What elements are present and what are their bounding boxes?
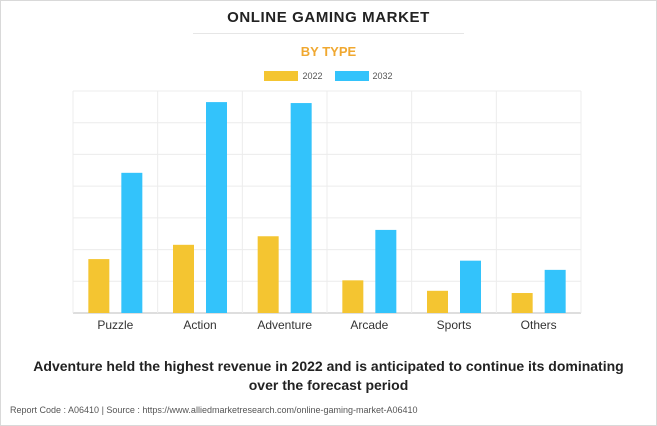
bar-adventure-2022[interactable]	[257, 236, 279, 313]
chart-caption: Adventure held the highest revenue in 20…	[33, 358, 624, 393]
bar-sports-2032[interactable]	[460, 260, 481, 313]
bar-arcade-2032[interactable]	[375, 229, 397, 313]
report-footer: Report Code : A06410 | Source : https://…	[10, 405, 418, 415]
title-divider	[193, 33, 464, 34]
bar-action-2022[interactable]	[173, 244, 194, 313]
bar-action-2032[interactable]	[206, 102, 227, 313]
legend-swatch-2022	[264, 71, 299, 81]
legend-label-2022: 2022	[302, 71, 323, 81]
x-tick-label-action: Action	[183, 318, 216, 332]
x-tick-label-puzzle: Puzzle	[97, 318, 133, 332]
legend-swatch-2032	[334, 71, 369, 81]
legend: 2022 2032	[0, 71, 657, 81]
x-tick-label-others: Others	[521, 318, 557, 332]
legend-item-2032[interactable]: 2032	[334, 71, 393, 81]
legend-item-2022[interactable]: 2022	[264, 71, 323, 81]
bar-sports-2022[interactable]	[427, 290, 448, 313]
chart-title: ONLINE GAMING MARKET	[227, 9, 430, 26]
x-tick-label-sports: Sports	[437, 318, 472, 332]
x-tick-label-arcade: Arcade	[350, 318, 388, 332]
bar-adventure-2032[interactable]	[290, 103, 312, 314]
bar-puzzle-2032[interactable]	[121, 172, 143, 313]
legend-label-2032: 2032	[372, 71, 393, 81]
bar-others-2022[interactable]	[511, 293, 533, 313]
bar-arcade-2022[interactable]	[342, 280, 364, 313]
bar-others-2032[interactable]	[544, 269, 566, 313]
x-tick-label-adventure: Adventure	[257, 318, 312, 332]
bar-puzzle-2022[interactable]	[88, 259, 110, 313]
chart-subtitle: BY TYPE	[300, 44, 357, 59]
